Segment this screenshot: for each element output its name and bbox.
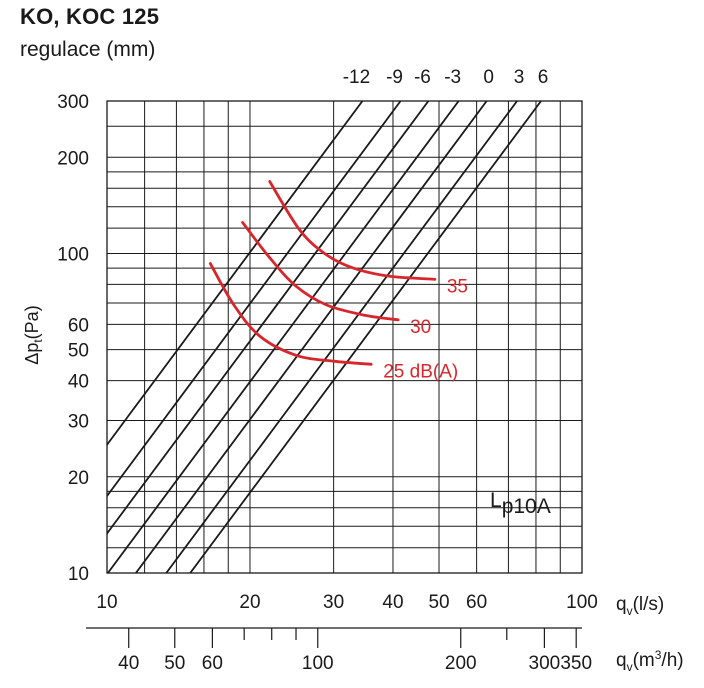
- noise-curve: [208, 262, 373, 366]
- regulation-label: -12: [343, 67, 370, 88]
- noise-curve: [241, 221, 400, 322]
- y-tick-label: 10: [68, 564, 89, 585]
- x-tick-label: 10: [96, 592, 117, 613]
- regulation-label: 6: [538, 67, 549, 88]
- y-tick-label: 50: [68, 341, 89, 362]
- regulation-label: -3: [444, 67, 461, 88]
- x-tick-label: 60: [466, 592, 487, 613]
- x2-axis-title: qv(m3/h): [616, 648, 684, 674]
- y-tick-label: 200: [57, 148, 89, 169]
- x-tick-label: 50: [428, 592, 449, 613]
- y-tick-label: 100: [57, 244, 89, 265]
- x2-tick-label: 350: [560, 653, 592, 674]
- regulation-label: 3: [514, 67, 525, 88]
- regulation-line: [107, 101, 430, 535]
- x2-tick-label: 100: [302, 653, 334, 674]
- regulation-label: -9: [386, 67, 403, 88]
- regulation-line: [165, 101, 518, 573]
- regulation-line: [135, 101, 488, 573]
- regulation-line: [107, 101, 364, 447]
- x2-tick-label: 50: [164, 653, 185, 674]
- y-tick-label: 60: [68, 315, 89, 336]
- x2-tick-label: 300: [529, 653, 561, 674]
- noise-curves: [208, 180, 437, 366]
- x-axis-title: qv(l/s): [616, 594, 664, 618]
- regulation-lines: [107, 101, 542, 573]
- y-tick-label: 30: [68, 412, 89, 433]
- x2-tick-label: 60: [202, 653, 223, 674]
- x-tick-label: 40: [382, 592, 403, 613]
- x2-tick-label: 40: [118, 653, 139, 674]
- regulation-label: 0: [483, 67, 494, 88]
- noise-label: Lp10A: [490, 489, 551, 518]
- chart-title: KO, KOC 125: [20, 4, 160, 29]
- regulation-line: [189, 101, 542, 573]
- y-tick-label: 20: [68, 468, 89, 489]
- noise-curve-label: 35: [447, 276, 468, 297]
- chart-subtitle: regulace (mm): [20, 38, 156, 61]
- x2-tick-label: 200: [445, 653, 477, 674]
- regulation-label: -6: [414, 67, 431, 88]
- noise-curve: [268, 180, 437, 281]
- regulation-line: [107, 101, 402, 498]
- y-axis-title: Δpt(Pa): [22, 305, 45, 364]
- axes: [86, 100, 583, 648]
- x-tick-label: 30: [323, 592, 344, 613]
- regulation-line: [107, 101, 460, 573]
- x-tick-label: 20: [239, 592, 260, 613]
- y-tick-label: 300: [57, 92, 89, 113]
- y-tick-label: 40: [68, 372, 89, 393]
- noise-curve-label: 25 dB(A): [383, 361, 458, 382]
- noise-curve-label: 30: [410, 317, 431, 338]
- x-tick-label: 100: [566, 592, 598, 613]
- plot-frame: [106, 100, 583, 574]
- labels: -12 -9 -6 -3 0 3 6 35 30 25 dB(A) Lp10A 10 20 30 40 50 6…: [22, 67, 684, 674]
